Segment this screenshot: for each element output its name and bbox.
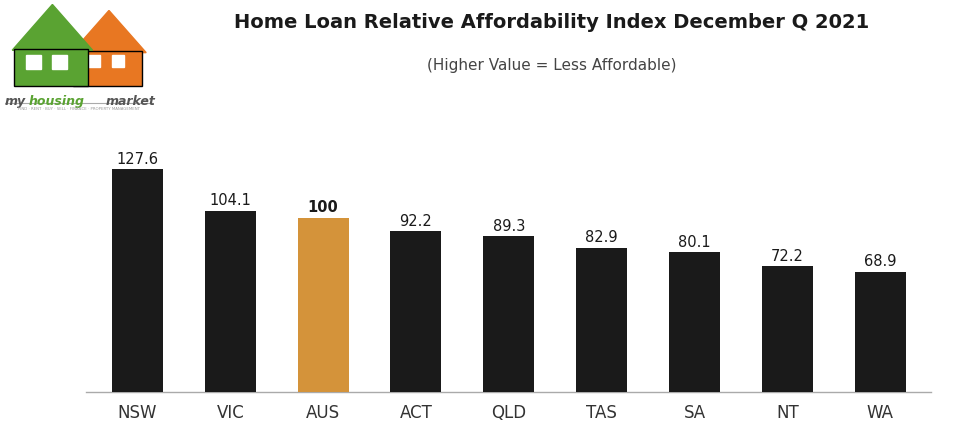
Polygon shape (72, 10, 146, 53)
Text: (Higher Value = Less Affordable): (Higher Value = Less Affordable) (427, 58, 677, 73)
Bar (576, 248, 627, 392)
Bar (854, 272, 905, 392)
Polygon shape (112, 55, 124, 67)
Text: housing: housing (29, 95, 84, 108)
Polygon shape (12, 4, 92, 50)
Bar (298, 218, 348, 392)
Polygon shape (53, 55, 67, 70)
Bar (669, 252, 720, 392)
Text: 68.9: 68.9 (864, 254, 897, 269)
FancyBboxPatch shape (73, 51, 142, 87)
Bar (112, 169, 163, 392)
Text: FIND · RENT · BUY · SELL · FINANCE · PROPERTY MANAGEMENT: FIND · RENT · BUY · SELL · FINANCE · PRO… (18, 107, 140, 111)
Bar (204, 211, 255, 392)
Text: 89.3: 89.3 (492, 219, 525, 234)
Bar (391, 231, 442, 392)
Polygon shape (88, 55, 100, 67)
Text: 72.2: 72.2 (771, 249, 804, 264)
Polygon shape (26, 55, 40, 70)
Bar (483, 236, 535, 392)
Text: 104.1: 104.1 (209, 193, 252, 208)
Text: 100: 100 (308, 200, 339, 215)
Text: 127.6: 127.6 (116, 152, 158, 167)
Text: Home Loan Relative Affordability Index December Q 2021: Home Loan Relative Affordability Index D… (234, 13, 870, 33)
Text: 80.1: 80.1 (678, 235, 710, 250)
FancyBboxPatch shape (13, 49, 88, 87)
Text: my: my (5, 95, 26, 108)
Text: 92.2: 92.2 (399, 214, 432, 229)
Text: market: market (106, 95, 156, 108)
Text: 82.9: 82.9 (586, 230, 618, 245)
Bar (762, 266, 813, 392)
